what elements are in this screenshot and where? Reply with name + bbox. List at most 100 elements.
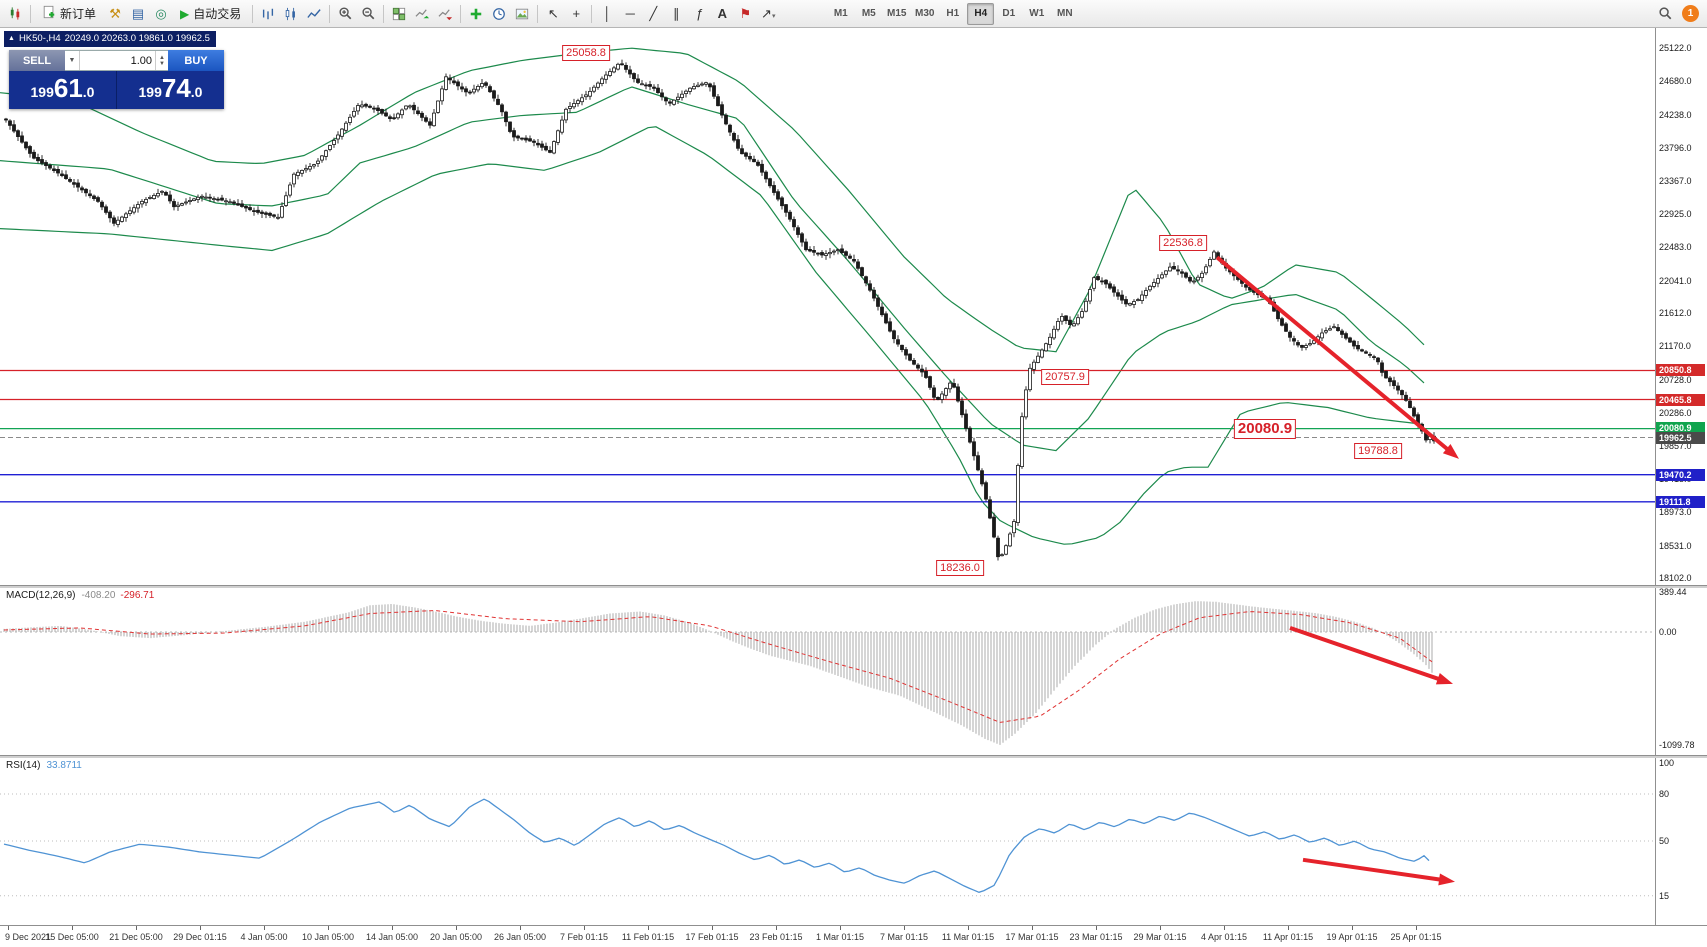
time-tick <box>264 926 265 930</box>
channel-icon[interactable]: ∥ <box>673 6 680 21</box>
chart-title-tab: ▲ HK50-,H4 20249.0 20263.0 19861.0 19962… <box>4 31 216 47</box>
time-axis[interactable]: 9 Dec 2021 15 Dec 05:00 21 Dec 05:00 29 Dec… <box>0 925 1707 947</box>
main-chart-canvas[interactable] <box>0 28 1655 585</box>
price-axis-label: 23796.0 <box>1659 143 1692 154</box>
chart-ohlc: 20249.0 20263.0 19861.0 19962.5 <box>64 33 210 44</box>
line-chart-icon[interactable] <box>303 3 325 25</box>
time-axis-label: 17 Feb 01:15 <box>685 932 739 942</box>
auto-scroll-icon[interactable] <box>411 3 433 25</box>
buy-price-suffix: .0 <box>190 84 203 100</box>
price-tag-20850.8: 20850.8 <box>1656 364 1705 376</box>
timeframe-button-m30[interactable]: M30 <box>915 8 935 19</box>
timeframe-button-w1[interactable]: W1 <box>1029 8 1045 19</box>
toolbar-items: 新订单 ⚒ ▤ ◎ ▶ 自动交易 ↖ + │ ─ ╱ ∥ ƒ A ⚑ ↗▾ M1 M5 M15 M30 H1 H4 D1 W1… <box>4 2 1078 25</box>
time-tick <box>200 926 201 930</box>
new-order-button[interactable]: 新订单 <box>35 3 103 25</box>
timeframe-button-mn[interactable]: MN <box>1056 8 1073 19</box>
one-click-trade-panel: SELL ▼ 1.00 ▲ ▼ BUY 199 61.0 199 74.0 <box>9 50 224 109</box>
notification-badge[interactable]: 1 <box>1682 5 1699 22</box>
toolbar-separator <box>537 4 539 23</box>
time-axis-label: 7 Feb 01:15 <box>559 932 609 942</box>
toolbar-separator <box>252 4 254 23</box>
time-tick <box>1096 926 1097 930</box>
zoom-out-icon[interactable] <box>357 3 379 25</box>
chart-shortcut-icon[interactable] <box>4 3 26 25</box>
macd-main-value: -408.20 <box>81 590 116 601</box>
timeframe-button-m5[interactable]: M5 <box>861 8 876 19</box>
time-axis-label: 4 Apr 01:15 <box>1200 932 1248 942</box>
sell-button[interactable]: SELL <box>9 50 65 71</box>
rsi-panel-canvas[interactable] <box>0 757 1655 923</box>
volume-control: ▼ 1.00 ▲ ▼ <box>65 50 168 71</box>
buy-button[interactable]: BUY <box>168 50 224 71</box>
time-axis-label: 21 Dec 05:00 <box>109 932 163 942</box>
new-order-button-label: 新订单 <box>60 7 97 21</box>
time-axis-label: 26 Jan 05:00 <box>493 932 547 942</box>
volume-input[interactable]: 1.00 <box>130 54 152 67</box>
macd-axis-label: -1099.78 <box>1659 740 1695 750</box>
time-tick <box>1224 926 1225 930</box>
metaeditor-icon[interactable]: ⚒ <box>109 6 121 21</box>
time-tick <box>712 926 713 930</box>
vertical-line-icon[interactable]: │ <box>603 6 612 21</box>
time-axis-label: 11 Mar 01:15 <box>941 932 995 942</box>
time-axis-label: 19 Apr 01:15 <box>1326 932 1378 942</box>
timeframe-button-m1[interactable]: M1 <box>833 8 848 19</box>
buy-price[interactable]: 199 74.0 <box>117 71 224 109</box>
indicators-icon[interactable] <box>465 3 487 25</box>
autotrading-button[interactable]: ▶ 自动交易 <box>173 3 248 25</box>
crosshair-icon[interactable]: + <box>572 6 581 21</box>
sell-price[interactable]: 199 61.0 <box>9 71 116 109</box>
chart-shift-icon[interactable] <box>434 3 456 25</box>
sell-price-suffix: .0 <box>82 84 95 100</box>
trendline-icon[interactable]: ╱ <box>649 6 658 21</box>
toolbar-separator <box>30 4 31 23</box>
timeframe-button-h1[interactable]: H1 <box>946 8 960 19</box>
buy-price-big: 74 <box>161 73 191 103</box>
volume-dropdown-icon[interactable]: ▼ <box>65 51 80 70</box>
volume-stepper[interactable]: ▲ ▼ <box>155 51 168 70</box>
time-tick <box>1288 926 1289 930</box>
time-axis-label: 11 Feb 01:15 <box>621 932 675 942</box>
cursor-icon[interactable]: ↖ <box>547 6 559 21</box>
rsi-label: RSI(14) 33.8711 <box>6 760 82 771</box>
search-icon[interactable] <box>1654 3 1676 25</box>
macd-panel-separator[interactable] <box>0 585 1707 588</box>
time-tick <box>136 926 137 930</box>
navigator-icon[interactable]: ◎ <box>155 6 167 21</box>
periods-icon[interactable] <box>488 3 510 25</box>
timeframe-button-h4[interactable]: H4 <box>967 2 995 25</box>
macd-panel-canvas[interactable] <box>0 587 1655 753</box>
bar-chart-icon[interactable] <box>257 3 279 25</box>
timeframe-button-d1[interactable]: D1 <box>1002 8 1016 19</box>
price-axis[interactable]: 25122.0 24680.0 24238.0 23796.0 23367.0 22925… <box>1655 0 1707 947</box>
price-axis-label: 24238.0 <box>1659 109 1692 120</box>
tile-windows-icon[interactable] <box>388 3 410 25</box>
fibonacci-icon[interactable]: ƒ <box>695 6 703 21</box>
timeframe-button-m15[interactable]: M15 <box>887 8 907 19</box>
price-axis-label: 21170.0 <box>1659 341 1691 352</box>
price-axis-label: 20286.0 <box>1659 408 1692 419</box>
horizontal-line-icon[interactable]: ─ <box>625 6 635 21</box>
templates-icon[interactable] <box>511 3 533 25</box>
toolbar-separator <box>591 4 593 23</box>
price-axis-label: 20728.0 <box>1659 374 1692 385</box>
price-axis-label: 22925.0 <box>1659 208 1692 219</box>
price-tag-19962.5: 19962.5 <box>1656 432 1705 444</box>
time-axis-label: 25 Apr 01:15 <box>1390 932 1442 942</box>
text-label-icon[interactable]: ⚑ <box>739 6 752 21</box>
arrows-icon[interactable]: ↗▾ <box>761 6 776 21</box>
rsi-axis-label: 80 <box>1659 788 1670 799</box>
candlestick-chart-icon[interactable] <box>280 3 302 25</box>
sell-price-big: 61 <box>53 73 83 103</box>
rsi-panel-separator[interactable] <box>0 755 1707 758</box>
zoom-in-icon[interactable] <box>334 3 356 25</box>
price-axis-label: 18973.0 <box>1659 507 1692 518</box>
market-watch-icon[interactable]: ▤ <box>131 6 145 21</box>
price-axis-label: 19857.0 <box>1659 440 1692 451</box>
macd-name: MACD(12,26,9) <box>6 590 76 601</box>
time-tick <box>968 926 969 930</box>
trade-panel-divider <box>116 71 117 109</box>
text-icon[interactable]: A <box>717 6 727 21</box>
